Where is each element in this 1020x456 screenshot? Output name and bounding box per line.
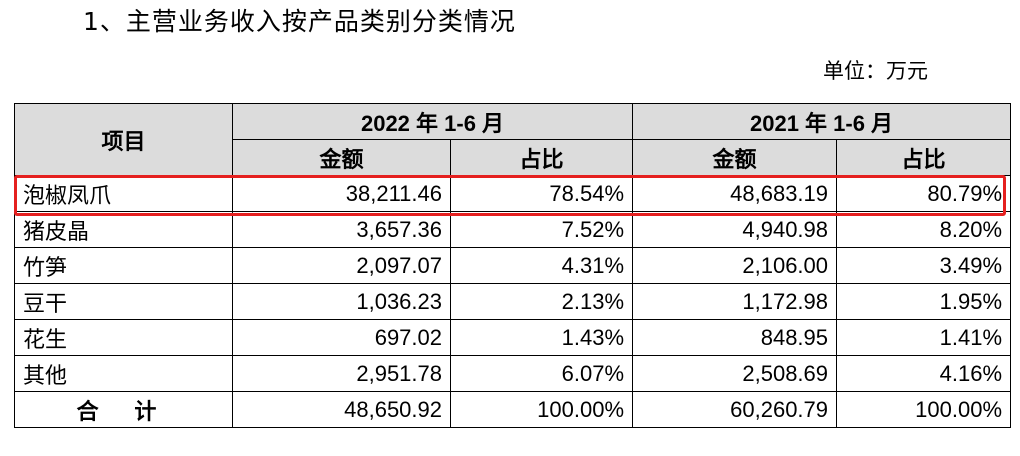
share-2021: 1.41% — [836, 319, 1012, 356]
table-row: 竹笋 2,097.07 4.31% 2,106.00 3.49% — [14, 247, 1012, 284]
header-period-2021: 2021 年 1-6 月 — [632, 103, 1012, 140]
share-2022: 4.31% — [449, 247, 634, 284]
header-period-2022: 2022 年 1-6 月 — [231, 103, 634, 140]
row-name: 其他 — [14, 355, 233, 392]
header-item: 项目 — [14, 103, 233, 176]
revenue-by-product-table: 项目 2022 年 1-6 月 2021 年 1-6 月 金额 占比 金额 占比… — [14, 103, 1012, 428]
total-share-2022: 100.00% — [449, 391, 634, 428]
subheader-amount-2021: 金额 — [632, 139, 838, 176]
total-label: 合 计 — [14, 391, 233, 428]
amount-2021: 848.95 — [632, 319, 838, 356]
amount-2022: 3,657.36 — [232, 211, 451, 248]
amount-2022: 2,951.78 — [232, 355, 451, 392]
row-name: 泡椒凤爪 — [14, 175, 233, 212]
total-amount-2022: 48,650.92 — [232, 391, 451, 428]
amount-2022: 1,036.23 — [232, 283, 451, 320]
total-amount-2021: 60,260.79 — [632, 391, 838, 428]
share-2022: 2.13% — [449, 283, 634, 320]
amount-2021: 2,508.69 — [632, 355, 838, 392]
table-row: 猪皮晶 3,657.36 7.52% 4,940.98 8.20% — [14, 211, 1012, 248]
row-name: 豆干 — [14, 283, 233, 320]
section-title: 1、主营业务收入按产品类别分类情况 — [83, 7, 516, 36]
row-name: 花生 — [14, 319, 233, 356]
share-2022: 7.52% — [449, 211, 634, 248]
table-row: 豆干 1,036.23 2.13% 1,172.98 1.95% — [14, 283, 1012, 320]
subheader-share-2021: 占比 — [836, 139, 1012, 176]
share-2022: 78.54% — [449, 175, 634, 212]
amount-2022: 38,211.46 — [232, 175, 451, 212]
row-name: 竹笋 — [14, 247, 233, 284]
table-row: 花生 697.02 1.43% 848.95 1.41% — [14, 319, 1012, 356]
amount-2022: 2,097.07 — [232, 247, 451, 284]
total-row: 合 计 48,650.92 100.00% 60,260.79 100.00% — [14, 391, 1012, 428]
table-row: 其他 2,951.78 6.07% 2,508.69 4.16% — [14, 355, 1012, 392]
table-row: 泡椒凤爪 38,211.46 78.54% 48,683.19 80.79% — [14, 175, 1012, 212]
share-2021: 4.16% — [836, 355, 1012, 392]
row-name: 猪皮晶 — [14, 211, 233, 248]
share-2021: 8.20% — [836, 211, 1012, 248]
unit-label: 单位：万元 — [823, 59, 928, 83]
amount-2021: 2,106.00 — [632, 247, 838, 284]
amount-2021: 4,940.98 — [632, 211, 838, 248]
share-2021: 1.95% — [836, 283, 1012, 320]
subheader-amount-2022: 金额 — [232, 139, 451, 176]
share-2022: 6.07% — [449, 355, 634, 392]
amount-2022: 697.02 — [232, 319, 451, 356]
amount-2021: 1,172.98 — [632, 283, 838, 320]
share-2021: 80.79% — [836, 175, 1012, 212]
amount-2021: 48,683.19 — [632, 175, 838, 212]
total-share-2021: 100.00% — [836, 391, 1012, 428]
share-2022: 1.43% — [449, 319, 634, 356]
share-2021: 3.49% — [836, 247, 1012, 284]
subheader-share-2022: 占比 — [449, 139, 634, 176]
